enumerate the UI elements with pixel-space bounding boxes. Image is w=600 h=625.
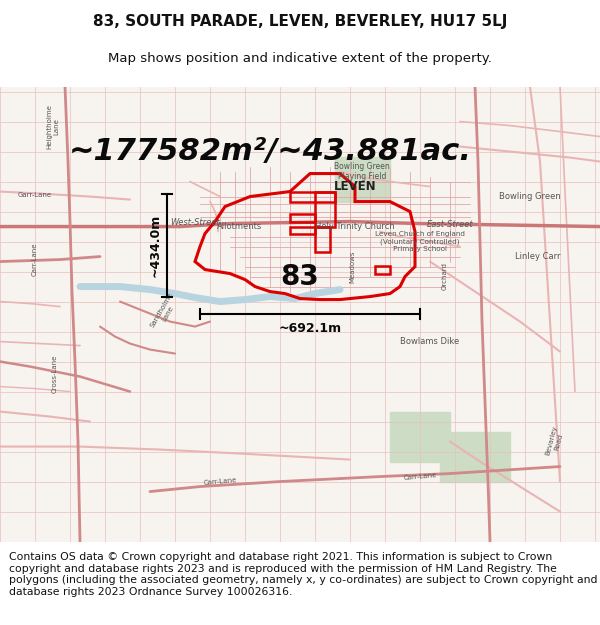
Text: Heightholme
Lane: Heightholme Lane — [47, 104, 59, 149]
Text: Leven Church of England
(Voluntary Controlled)
Primary School: Leven Church of England (Voluntary Contr… — [375, 231, 465, 252]
Polygon shape — [335, 156, 390, 201]
Text: Cross-Lane: Cross-Lane — [52, 354, 58, 392]
Text: Bowling Green: Bowling Green — [499, 192, 561, 201]
Text: 83, SOUTH PARADE, LEVEN, BEVERLEY, HU17 5LJ: 83, SOUTH PARADE, LEVEN, BEVERLEY, HU17 … — [93, 14, 507, 29]
Text: West-Street: West-Street — [170, 218, 220, 227]
Text: Map shows position and indicative extent of the property.: Map shows position and indicative extent… — [108, 52, 492, 65]
Text: Garr-Lane: Garr-Lane — [18, 191, 52, 198]
Text: Sandholme
Lane: Sandholme Lane — [149, 291, 181, 332]
Text: Allotments: Allotments — [217, 222, 263, 231]
Text: Meadows: Meadows — [349, 250, 355, 282]
Text: Carr-Lane: Carr-Lane — [32, 242, 38, 276]
Polygon shape — [440, 431, 510, 481]
Text: LEVEN: LEVEN — [334, 180, 376, 193]
Text: Bowling Green
Playing Field: Bowling Green Playing Field — [334, 162, 390, 181]
Text: Holy Trinity Church: Holy Trinity Church — [315, 222, 395, 231]
Text: 83: 83 — [281, 262, 319, 291]
Text: ~692.1m: ~692.1m — [278, 322, 341, 335]
Text: Carr-Lane: Carr-Lane — [403, 472, 437, 481]
Text: Contains OS data © Crown copyright and database right 2021. This information is : Contains OS data © Crown copyright and d… — [9, 552, 598, 597]
Text: Bowlams Dike: Bowlams Dike — [400, 337, 460, 346]
Text: ~434.0m: ~434.0m — [149, 213, 161, 277]
Text: ~177582m²/~43.881ac.: ~177582m²/~43.881ac. — [68, 137, 472, 166]
Polygon shape — [390, 411, 450, 461]
Text: Linley Carr: Linley Carr — [515, 252, 561, 261]
Text: Orchard: Orchard — [442, 262, 448, 291]
Text: East-Street: East-Street — [427, 220, 473, 229]
Text: Carr-Lane: Carr-Lane — [203, 477, 237, 486]
Text: Bevarley
Road: Bevarley Road — [545, 425, 565, 458]
